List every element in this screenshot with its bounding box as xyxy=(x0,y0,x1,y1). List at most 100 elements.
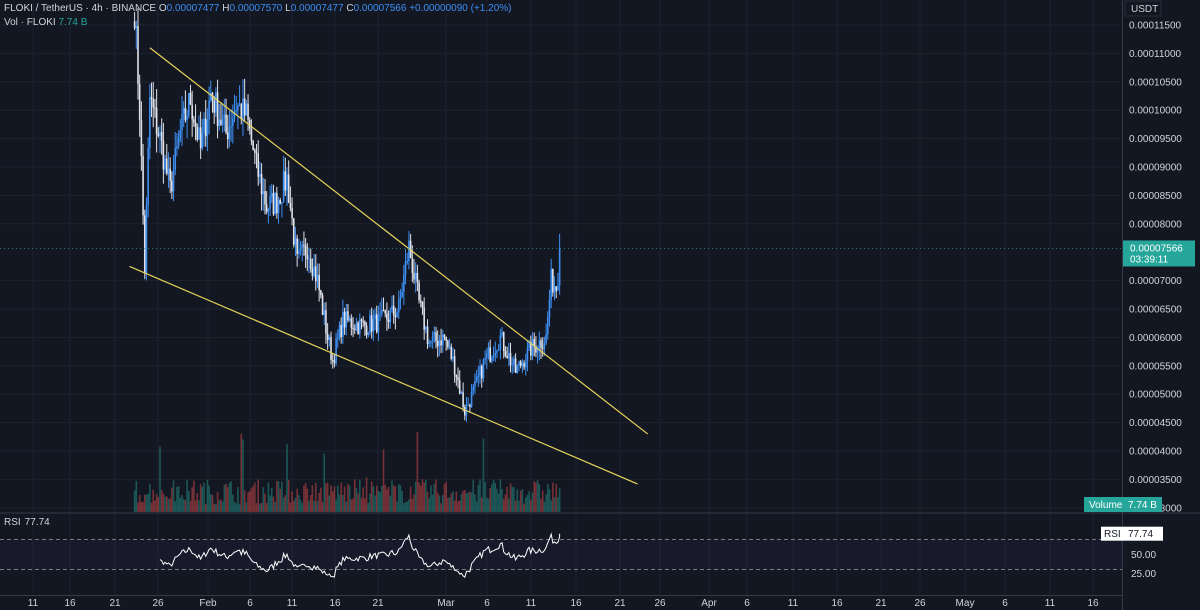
volume-bar xyxy=(474,494,476,512)
volume-bar xyxy=(364,498,366,512)
candle-body xyxy=(470,391,473,407)
volume-bar xyxy=(425,479,427,512)
candle-body xyxy=(538,340,541,350)
candle-body xyxy=(323,310,326,315)
volume-bar xyxy=(174,501,177,512)
time-tick-label: 6 xyxy=(484,598,490,609)
volume-bar xyxy=(497,493,500,512)
time-tick-label: 16 xyxy=(570,598,582,609)
volume-bar xyxy=(535,482,537,512)
candle-body xyxy=(328,337,331,340)
candle-body xyxy=(403,274,405,292)
rsi-legend-value: 77.74 xyxy=(24,517,50,528)
candle-body xyxy=(477,375,480,377)
trendlines[interactable] xyxy=(129,47,649,485)
volume-bar xyxy=(309,494,312,512)
rsi-badge-value-box[interactable] xyxy=(1123,526,1163,541)
time-tick-label: 6 xyxy=(247,598,253,609)
candle-body xyxy=(487,347,490,354)
candle-body xyxy=(286,174,288,191)
candle-body xyxy=(218,119,221,126)
symbol-title[interactable]: FLOKI / TetherUS · 4h · BINANCE xyxy=(4,3,157,14)
rsi-badge-label-box[interactable] xyxy=(1101,526,1123,541)
candle-body xyxy=(338,324,341,338)
candle-body xyxy=(164,158,166,170)
candle-body xyxy=(526,347,529,362)
candle-body xyxy=(213,100,215,113)
high-label: H xyxy=(222,3,230,14)
price-tick-label: 0.00006500 xyxy=(1129,305,1182,316)
candle-body xyxy=(369,315,371,333)
candle-body xyxy=(301,244,304,249)
candle-body xyxy=(314,266,317,282)
time-tick-label: 11 xyxy=(526,598,537,609)
volume-bar xyxy=(269,495,271,512)
candle-body xyxy=(396,312,398,318)
candle-body xyxy=(160,131,163,141)
volume-bar xyxy=(441,495,444,512)
volume-bar xyxy=(228,483,231,512)
candle-body xyxy=(133,21,136,29)
candle-body xyxy=(260,174,263,195)
volume-bar xyxy=(477,484,480,512)
last-price-badge[interactable] xyxy=(1123,240,1195,267)
volume-bar xyxy=(298,495,300,512)
candle-body xyxy=(279,199,282,204)
rsi-legend-label[interactable]: RSI xyxy=(4,517,21,528)
trendline-upper[interactable] xyxy=(149,47,649,435)
candle-body xyxy=(523,362,525,368)
candle-body xyxy=(274,192,276,215)
volume-bar xyxy=(386,489,388,512)
trendline-lower[interactable] xyxy=(129,265,638,485)
volume-bar xyxy=(516,489,519,512)
candle-body xyxy=(528,341,530,348)
volume-bar xyxy=(387,486,390,512)
candle-body xyxy=(423,307,425,330)
volume-badge[interactable] xyxy=(1084,497,1162,512)
volume-bar xyxy=(499,479,502,512)
volume-bar xyxy=(276,480,278,512)
candle-body xyxy=(413,272,415,280)
time-tick-label: 6 xyxy=(1002,598,1008,609)
volume-bar xyxy=(519,490,522,512)
candle-body xyxy=(347,311,349,321)
candle-body xyxy=(482,359,485,379)
candle-body xyxy=(203,118,205,134)
candle-body xyxy=(289,202,292,208)
currency-box[interactable] xyxy=(1124,0,1162,17)
volume-bar xyxy=(457,501,459,512)
volume-bar xyxy=(526,494,529,512)
candle-body xyxy=(524,361,527,368)
volume-bar xyxy=(406,501,409,512)
candle-body xyxy=(486,353,488,359)
volume-bar xyxy=(465,493,468,512)
volume-bar xyxy=(431,494,434,512)
candle-body xyxy=(204,118,207,137)
volume-legend-label[interactable]: Vol · FLOKI xyxy=(4,17,56,28)
candle-body xyxy=(267,208,270,212)
volume-bar xyxy=(545,494,547,512)
volume-bar xyxy=(514,500,517,512)
volume-bar xyxy=(181,494,183,512)
candle-body xyxy=(330,337,332,361)
candle-body xyxy=(137,25,139,84)
candle-body xyxy=(519,361,522,366)
candle-body xyxy=(391,305,393,311)
volume-bar xyxy=(403,503,405,512)
candle-body xyxy=(277,199,280,214)
volume-bar xyxy=(233,501,236,512)
volume-bar xyxy=(218,500,221,512)
candle-body xyxy=(540,340,542,348)
price-axis[interactable]: 0.00011500 0.00011000 0.00010500 0.00010000… xyxy=(0,0,1195,580)
volume-bar xyxy=(308,500,310,512)
candle-body xyxy=(404,261,407,275)
currency-label[interactable]: USDT xyxy=(1131,4,1158,15)
volume-bar xyxy=(370,481,373,512)
candle-body xyxy=(353,329,356,331)
volume-bar xyxy=(440,503,442,512)
time-axis[interactable]: 11 16 21 26 Feb 6 11 16 21 Mar 6 11 16 21 26 Apr 6 11 16 21… xyxy=(28,598,1099,609)
time-tick-label: 26 xyxy=(152,598,164,609)
volume-bar xyxy=(538,484,541,512)
price-tick-label: 0.00005500 xyxy=(1129,361,1182,372)
